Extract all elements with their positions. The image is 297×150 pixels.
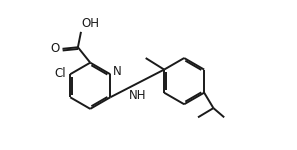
Text: O: O: [50, 42, 59, 55]
Text: OH: OH: [82, 17, 100, 30]
Text: NH: NH: [128, 89, 146, 102]
Text: Cl: Cl: [54, 67, 66, 80]
Text: N: N: [113, 65, 122, 78]
